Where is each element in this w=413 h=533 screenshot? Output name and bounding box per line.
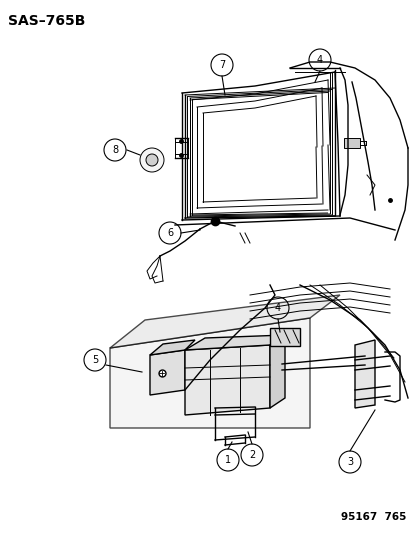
Text: 7: 7 <box>218 60 225 70</box>
Polygon shape <box>110 295 339 348</box>
Text: 6: 6 <box>166 228 173 238</box>
Polygon shape <box>150 340 195 355</box>
Circle shape <box>146 154 158 166</box>
Polygon shape <box>185 335 284 350</box>
Bar <box>269 328 299 346</box>
Polygon shape <box>110 318 309 428</box>
Text: SAS–765B: SAS–765B <box>8 14 85 28</box>
Polygon shape <box>269 335 284 408</box>
Polygon shape <box>185 345 269 415</box>
Text: 3: 3 <box>346 457 352 467</box>
Bar <box>343 138 359 148</box>
Text: 4: 4 <box>274 303 280 313</box>
Polygon shape <box>354 340 374 408</box>
Polygon shape <box>150 350 185 395</box>
Text: 8: 8 <box>112 145 118 155</box>
Text: 5: 5 <box>92 355 98 365</box>
Circle shape <box>140 148 164 172</box>
Text: 95167  765: 95167 765 <box>340 512 405 522</box>
Text: 4: 4 <box>316 55 322 65</box>
Text: 2: 2 <box>248 450 254 460</box>
Text: 1: 1 <box>224 455 230 465</box>
